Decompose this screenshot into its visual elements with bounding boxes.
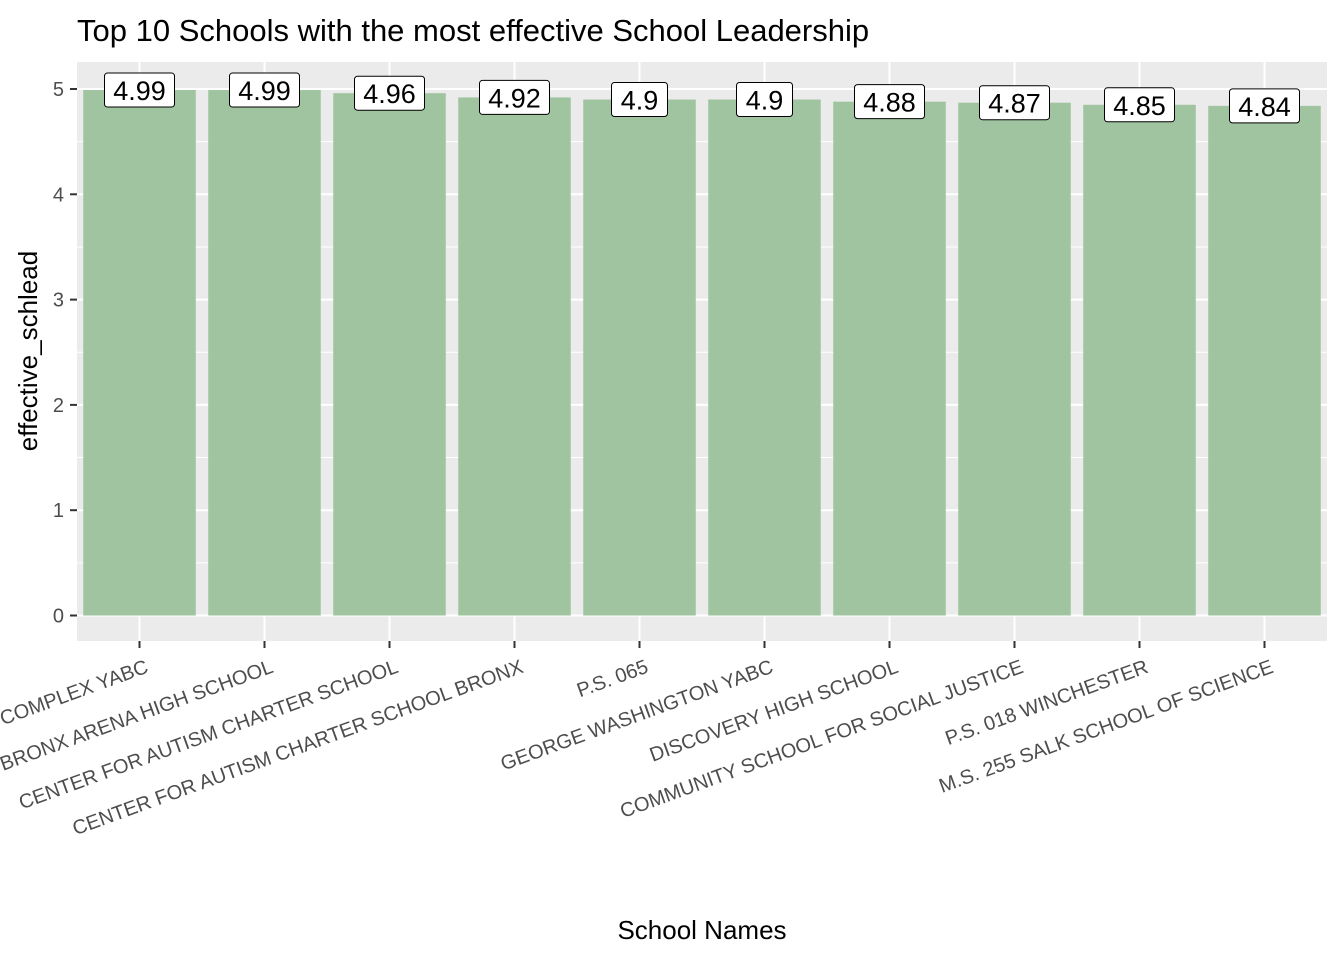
bar: [333, 93, 446, 616]
data-label-box: [611, 82, 668, 118]
y-tick-label: 4: [53, 184, 64, 206]
data-label-box: [854, 84, 925, 120]
data-label: 4.88: [854, 84, 925, 120]
data-label: 4.96: [354, 75, 425, 111]
data-label-box: [979, 85, 1050, 121]
data-label: 4.99: [229, 72, 300, 108]
y-tick-label: 1: [53, 500, 64, 522]
data-label: 4.92: [479, 79, 550, 115]
data-label: 4.85: [1104, 87, 1175, 123]
bar: [83, 90, 196, 616]
data-label-box: [479, 79, 550, 115]
data-label-text: 4.87: [988, 89, 1041, 119]
bars: [83, 90, 1321, 616]
x-tick-label: P.S. 065: [574, 656, 651, 702]
y-tick-label: 0: [53, 606, 64, 628]
chart-title: Top 10 Schools with the most effective S…: [77, 13, 869, 48]
data-label-box: [1229, 88, 1300, 124]
bar: [1208, 105, 1321, 616]
data-label: 4.84: [1229, 88, 1300, 124]
y-axis-title: effective_schlead: [13, 251, 43, 451]
bar: [458, 97, 571, 616]
bar: [1083, 104, 1196, 616]
data-label-box: [104, 72, 175, 108]
data-label-text: 4.99: [238, 76, 291, 106]
bar: [208, 90, 321, 616]
data-label-box: [229, 72, 300, 108]
y-tick-label: 5: [53, 79, 64, 101]
data-label-text: 4.9: [746, 86, 784, 116]
bar: [708, 99, 821, 616]
y-tick-label: 3: [53, 290, 64, 312]
data-label-text: 4.88: [863, 88, 916, 118]
bar: [958, 102, 1071, 616]
data-label: 4.99: [104, 72, 175, 108]
data-label-text: 4.84: [1238, 92, 1291, 122]
data-label-text: 4.96: [363, 79, 416, 109]
y-tick-label: 2: [53, 395, 64, 417]
bar: [583, 99, 696, 616]
data-label-text: 4.9: [621, 86, 659, 116]
data-label-box: [354, 75, 425, 111]
bar: [833, 101, 946, 616]
y-axis: 0 1 2 3 4 5: [53, 79, 77, 628]
data-label-box: [1104, 87, 1175, 123]
data-label-text: 4.85: [1113, 91, 1166, 121]
data-label: 4.9: [736, 82, 793, 118]
data-label-text: 4.99: [113, 76, 166, 106]
data-labels: 4.99 4.99 4.96 4.92 4.9 4.9 4.88 4.87 4.85 4.84: [104, 72, 1300, 124]
data-label-text: 4.92: [488, 83, 541, 113]
data-label: 4.9: [611, 82, 668, 118]
data-label: 4.87: [979, 85, 1050, 121]
data-label-box: [736, 82, 793, 118]
x-axis-title: School Names: [617, 915, 786, 945]
